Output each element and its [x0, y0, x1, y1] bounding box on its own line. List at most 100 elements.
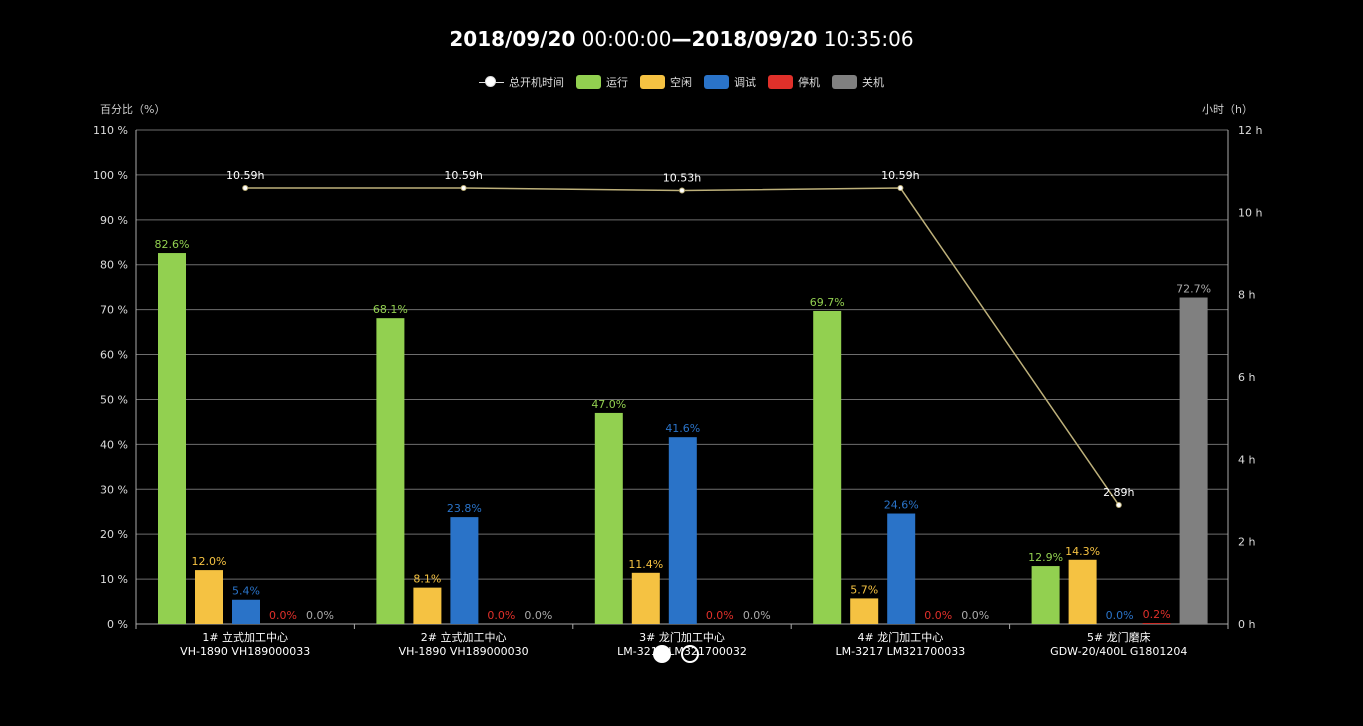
legend-label: 总开机时间 [509, 76, 564, 89]
x-tick-sublabel: GDW-20/400L G1801204 [1050, 645, 1187, 658]
start-date: 2018/09/20 [449, 27, 576, 51]
bar [195, 570, 223, 624]
y-tick-label-right: 4 h [1238, 453, 1255, 466]
legend-label: 运行 [606, 76, 628, 89]
data-label: 41.6% [665, 422, 700, 435]
legend-swatch [768, 75, 793, 89]
line-point [460, 185, 467, 192]
y-tick-label-left: 30 % [100, 483, 128, 496]
x-tick-label: 3# 龙门加工中心 [639, 630, 725, 644]
data-label: 0.0% [706, 609, 734, 622]
end-time: 10:35:06 [823, 27, 914, 51]
chart-title: 2018/09/20 00:00:00—2018/09/20 10:35:06 [0, 27, 1363, 51]
bar [1068, 559, 1097, 624]
line-data-label: 10.53h [663, 172, 701, 185]
data-label: 0.0% [269, 609, 297, 622]
y-tick-label-left: 60 % [100, 349, 128, 362]
line-data-label: 10.59h [444, 169, 482, 182]
legend-label: 停机 [798, 76, 820, 89]
line-point [1115, 502, 1122, 509]
range-separator: — [671, 27, 692, 51]
legend-item-debug[interactable]: 调试 [704, 74, 756, 90]
chart-legend: 总开机时间 运行 空闲 调试 停机 关机 [0, 74, 1363, 90]
data-label: 82.6% [155, 238, 190, 251]
data-label: 47.0% [591, 398, 626, 411]
data-label: 72.7% [1176, 283, 1211, 296]
y-tick-label-right: 0 h [1238, 618, 1255, 631]
bar [668, 437, 697, 624]
y-axis-right-label: 小时（h） [1202, 103, 1253, 116]
data-label: 0.0% [306, 609, 334, 622]
y-tick-label-right: 6 h [1238, 371, 1255, 384]
x-tick-label: 5# 龙门磨床 [1087, 630, 1151, 644]
legend-item-shutdown[interactable]: 关机 [832, 74, 884, 90]
y-tick-label-left: 40 % [100, 438, 128, 451]
y-tick-label-left: 90 % [100, 214, 128, 227]
bar [1142, 623, 1171, 624]
data-label: 14.3% [1065, 545, 1100, 558]
legend-item-running[interactable]: 运行 [576, 74, 628, 90]
legend-swatch [576, 75, 601, 89]
end-date: 2018/09/20 [691, 27, 818, 51]
bar [850, 598, 879, 624]
data-label: 8.1% [413, 573, 441, 586]
legend-item-stopped[interactable]: 停机 [768, 74, 820, 90]
legend-swatch [704, 75, 729, 89]
line-point [242, 185, 249, 192]
data-label: 12.9% [1028, 551, 1063, 564]
legend-label: 关机 [862, 76, 884, 89]
legend-label: 调试 [734, 76, 756, 89]
data-label: 12.0% [192, 555, 227, 568]
bar [413, 587, 442, 624]
data-label: 0.2% [1143, 608, 1171, 621]
y-axis-left-label: 百分比（%） [100, 103, 166, 116]
pager-dot-active[interactable] [653, 645, 671, 663]
data-label: 68.1% [373, 303, 408, 316]
y-tick-label-right: 2 h [1238, 536, 1255, 549]
x-tick-label: 4# 龙门加工中心 [858, 630, 944, 644]
x-tick-label: 1# 立式加工中心 [202, 630, 288, 644]
bar [1179, 297, 1208, 624]
y-tick-label-left: 10 % [100, 573, 128, 586]
line-point [679, 187, 685, 194]
line-data-label: 10.59h [881, 169, 919, 182]
pager-dot[interactable] [681, 645, 699, 663]
data-label: 0.0% [1106, 609, 1134, 622]
bar [450, 517, 479, 624]
legend-item-idle[interactable]: 空闲 [640, 74, 692, 90]
data-label: 24.6% [884, 499, 919, 512]
y-tick-label-right: 10 h [1238, 206, 1262, 219]
x-tick-label: 2# 立式加工中心 [421, 630, 507, 644]
data-label: 11.4% [628, 558, 663, 571]
y-tick-label-left: 110 % [93, 124, 128, 137]
bar [376, 318, 405, 624]
y-tick-label-left: 80 % [100, 259, 128, 272]
bar [594, 412, 623, 624]
x-tick-sublabel: VH-1890 VH189000030 [399, 645, 529, 658]
data-label: 0.0% [487, 609, 515, 622]
line-data-label: 10.59h [226, 169, 264, 182]
data-label: 0.0% [524, 609, 552, 622]
pager [653, 645, 699, 663]
line-data-label: 2.89h [1103, 486, 1134, 499]
bar [1031, 566, 1060, 624]
bar [158, 253, 186, 624]
legend-swatch [640, 75, 665, 89]
legend-item-total-uptime[interactable]: 总开机时间 [479, 74, 564, 90]
bar [887, 513, 916, 624]
y-tick-label-left: 100 % [93, 169, 128, 182]
line-point [897, 185, 904, 192]
data-label: 0.0% [743, 609, 771, 622]
data-label: 5.4% [232, 585, 260, 598]
data-label: 0.0% [961, 609, 989, 622]
bar [232, 599, 260, 624]
data-label: 0.0% [924, 609, 952, 622]
data-label: 5.7% [850, 583, 878, 596]
y-tick-label-right: 12 h [1238, 124, 1262, 137]
y-tick-label-left: 50 % [100, 393, 128, 406]
start-time: 00:00:00 [581, 27, 672, 51]
data-label: 69.7% [810, 296, 845, 309]
legend-label: 空闲 [670, 76, 692, 89]
bar [631, 572, 660, 624]
